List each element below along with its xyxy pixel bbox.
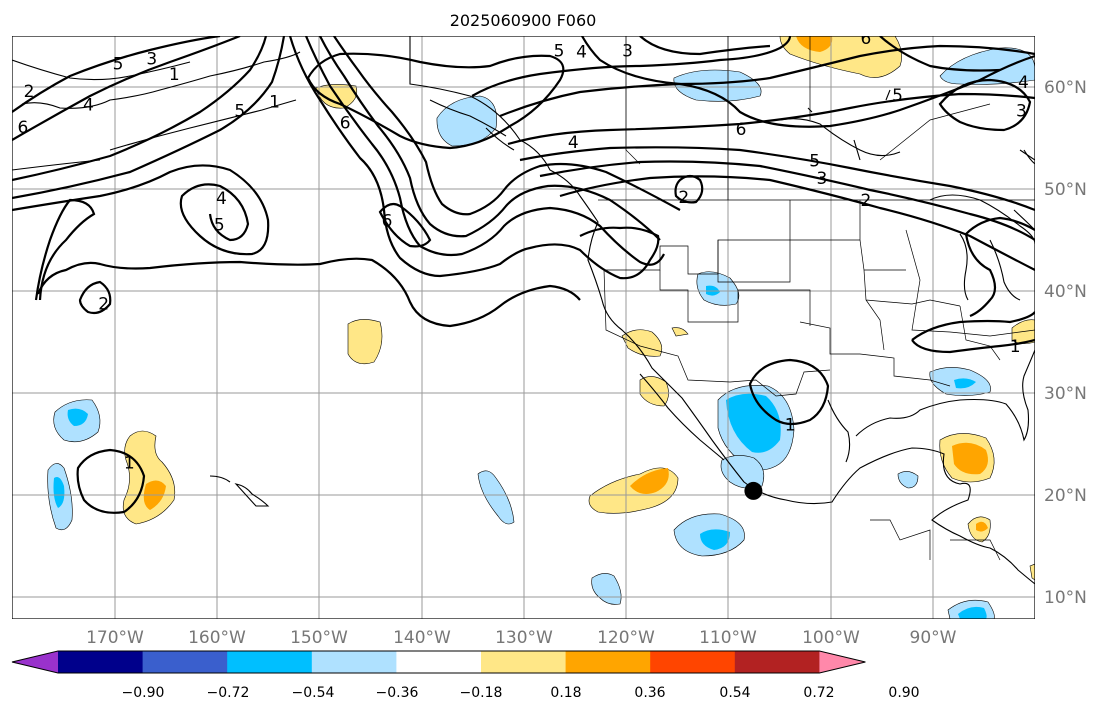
contour-label: 1 [124,453,135,473]
contour-label: 2 [860,191,871,211]
contour-label: 5 [554,41,565,61]
contour-label: 1 [169,65,180,85]
colorbar-segment [650,651,736,673]
latitude-labels: 60°N 50°N 40°N 30°N 20°N 10°N [1044,78,1087,608]
colorbar-label: 0.18 [550,685,581,701]
colorbar-segment [58,651,144,673]
lat-label: 20°N [1044,486,1087,506]
lon-label: 150°W [290,628,348,648]
colorbar-label: −0.18 [460,685,503,701]
contour-label: 1 [785,416,796,436]
colorbar [11,650,866,674]
colorbar-label: 0.72 [803,685,834,701]
political-borders [598,36,1035,561]
contour-label: 6 [860,29,871,49]
colorbar-segment [734,651,820,673]
colorbar-label: 0.54 [719,685,750,701]
longitude-labels: 170°W 160°W 150°W 140°W 130°W 120°W 110°… [86,628,957,648]
map-title: 2025060900 F060 [450,11,597,30]
contour-label: 3 [146,50,157,70]
colorbar-segment [481,651,567,673]
colorbar-label: 0.90 [888,685,919,701]
colorbar-label: −0.90 [122,685,165,701]
contour-label: 1 [1010,337,1021,357]
colorbar-label: 0.36 [634,685,665,701]
lat-label: 50°N [1044,180,1087,200]
contour-label: 4 [83,95,94,115]
contour-label: 6 [736,120,747,140]
lat-label: 30°N [1044,384,1087,404]
colorbar-segment [311,651,397,673]
colorbar-label: −0.54 [292,685,335,701]
contour-label: 4 [1018,73,1029,93]
contour-label: 4 [576,42,587,62]
contour-label: 6 [17,118,28,138]
colorbar-labels: −0.90 −0.72 −0.54 −0.36 −0.18 0.18 0.36 … [122,685,920,701]
lat-label: 40°N [1044,282,1087,302]
contour-label: 3 [622,41,633,61]
strong-positive-anomaly-fills [143,36,988,532]
colorbar-segment [12,651,58,673]
contour-label: 2 [24,82,35,102]
contour-label: 4 [216,189,227,209]
location-marker [744,481,763,500]
colorbar-segment [142,651,228,673]
lon-label: 100°W [802,628,860,648]
lon-label: 170°W [86,628,144,648]
contour-label: 3 [816,169,827,189]
lon-label: 130°W [495,628,553,648]
colorbar-label: −0.36 [376,685,419,701]
colorbar-segment [819,651,866,673]
colorbar-outline [11,650,866,674]
colorbar-segment [396,651,482,673]
strong-negative-anomaly-fills [53,285,987,619]
colorbar-segment [227,651,313,673]
lon-label: 110°W [699,628,757,648]
lon-label: 90°W [910,628,957,648]
lon-label: 160°W [188,628,246,648]
graticule [12,36,1035,619]
lat-label: 10°N [1044,588,1087,608]
contour-label: 4 [568,133,579,153]
contour-label: 3 [1016,102,1027,122]
colorbar-label: −0.72 [207,685,250,701]
contour-lines [12,36,1035,514]
contour-label: 6 [382,212,393,232]
contour-label: 5 [113,55,124,75]
colorbar-segment [565,651,651,673]
contour-label: 5 [234,102,245,122]
contour-label: 2 [98,294,109,314]
contour-label: 1 [269,92,280,112]
contour-label: 6 [340,114,351,134]
lon-label: 120°W [597,628,655,648]
lon-label: 140°W [393,628,451,648]
contour-label: 5 [892,86,903,106]
contour-label: 5 [214,216,225,236]
contour-label: 2 [678,188,689,208]
contour-label: 5 [809,152,820,172]
lat-label: 60°N [1044,78,1087,98]
